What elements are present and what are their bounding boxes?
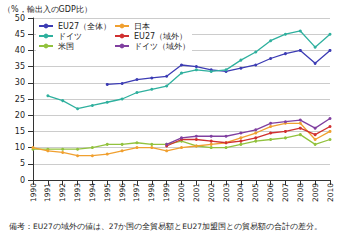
svg-text:1995: 1995 xyxy=(103,183,112,202)
svg-text:0: 0 xyxy=(20,176,25,185)
svg-text:2001: 2001 xyxy=(192,183,201,202)
svg-text:10: 10 xyxy=(15,143,25,152)
svg-text:（%，輸出入のGDP比）: （%，輸出入のGDP比） xyxy=(3,5,92,14)
svg-text:2006: 2006 xyxy=(266,183,275,202)
svg-text:1990: 1990 xyxy=(29,183,38,202)
svg-text:1991: 1991 xyxy=(43,183,52,202)
svg-text:1996: 1996 xyxy=(118,183,127,202)
svg-text:ドイツ: ドイツ xyxy=(58,32,82,41)
svg-text:30: 30 xyxy=(15,78,25,87)
svg-text:EU27（全体）: EU27（全体） xyxy=(58,22,111,31)
svg-text:1992: 1992 xyxy=(58,183,67,202)
svg-text:50: 50 xyxy=(15,14,25,23)
svg-text:25: 25 xyxy=(15,95,25,104)
svg-text:1997: 1997 xyxy=(132,183,141,202)
svg-text:2004: 2004 xyxy=(236,183,245,202)
svg-text:1999: 1999 xyxy=(162,183,171,202)
svg-text:5: 5 xyxy=(20,159,25,168)
svg-text:2003: 2003 xyxy=(222,183,231,202)
svg-text:日本: 日本 xyxy=(134,22,150,31)
svg-text:1993: 1993 xyxy=(73,183,82,202)
svg-text:EU27（域外）: EU27（域外） xyxy=(134,32,187,41)
svg-text:2008: 2008 xyxy=(296,183,305,202)
svg-text:40: 40 xyxy=(15,46,25,55)
svg-text:ドイツ（域外）: ドイツ（域外） xyxy=(134,42,190,51)
svg-text:1994: 1994 xyxy=(88,183,97,202)
svg-text:備考：EU27の域外の値は、27か国の全貿易額とEU27加盟: 備考：EU27の域外の値は、27か国の全貿易額とEU27加盟国との貿易額の合計の… xyxy=(9,222,322,231)
svg-text:2002: 2002 xyxy=(207,183,216,202)
svg-text:米国: 米国 xyxy=(58,42,74,51)
svg-text:2010: 2010 xyxy=(326,183,335,202)
svg-text:2005: 2005 xyxy=(251,183,260,202)
svg-text:35: 35 xyxy=(15,62,25,71)
svg-text:1998: 1998 xyxy=(147,183,156,202)
svg-text:2009: 2009 xyxy=(311,183,320,202)
svg-text:20: 20 xyxy=(15,111,25,120)
svg-text:2007: 2007 xyxy=(281,183,290,202)
svg-text:15: 15 xyxy=(15,127,25,136)
svg-text:2000: 2000 xyxy=(177,183,186,202)
svg-text:45: 45 xyxy=(15,30,25,39)
